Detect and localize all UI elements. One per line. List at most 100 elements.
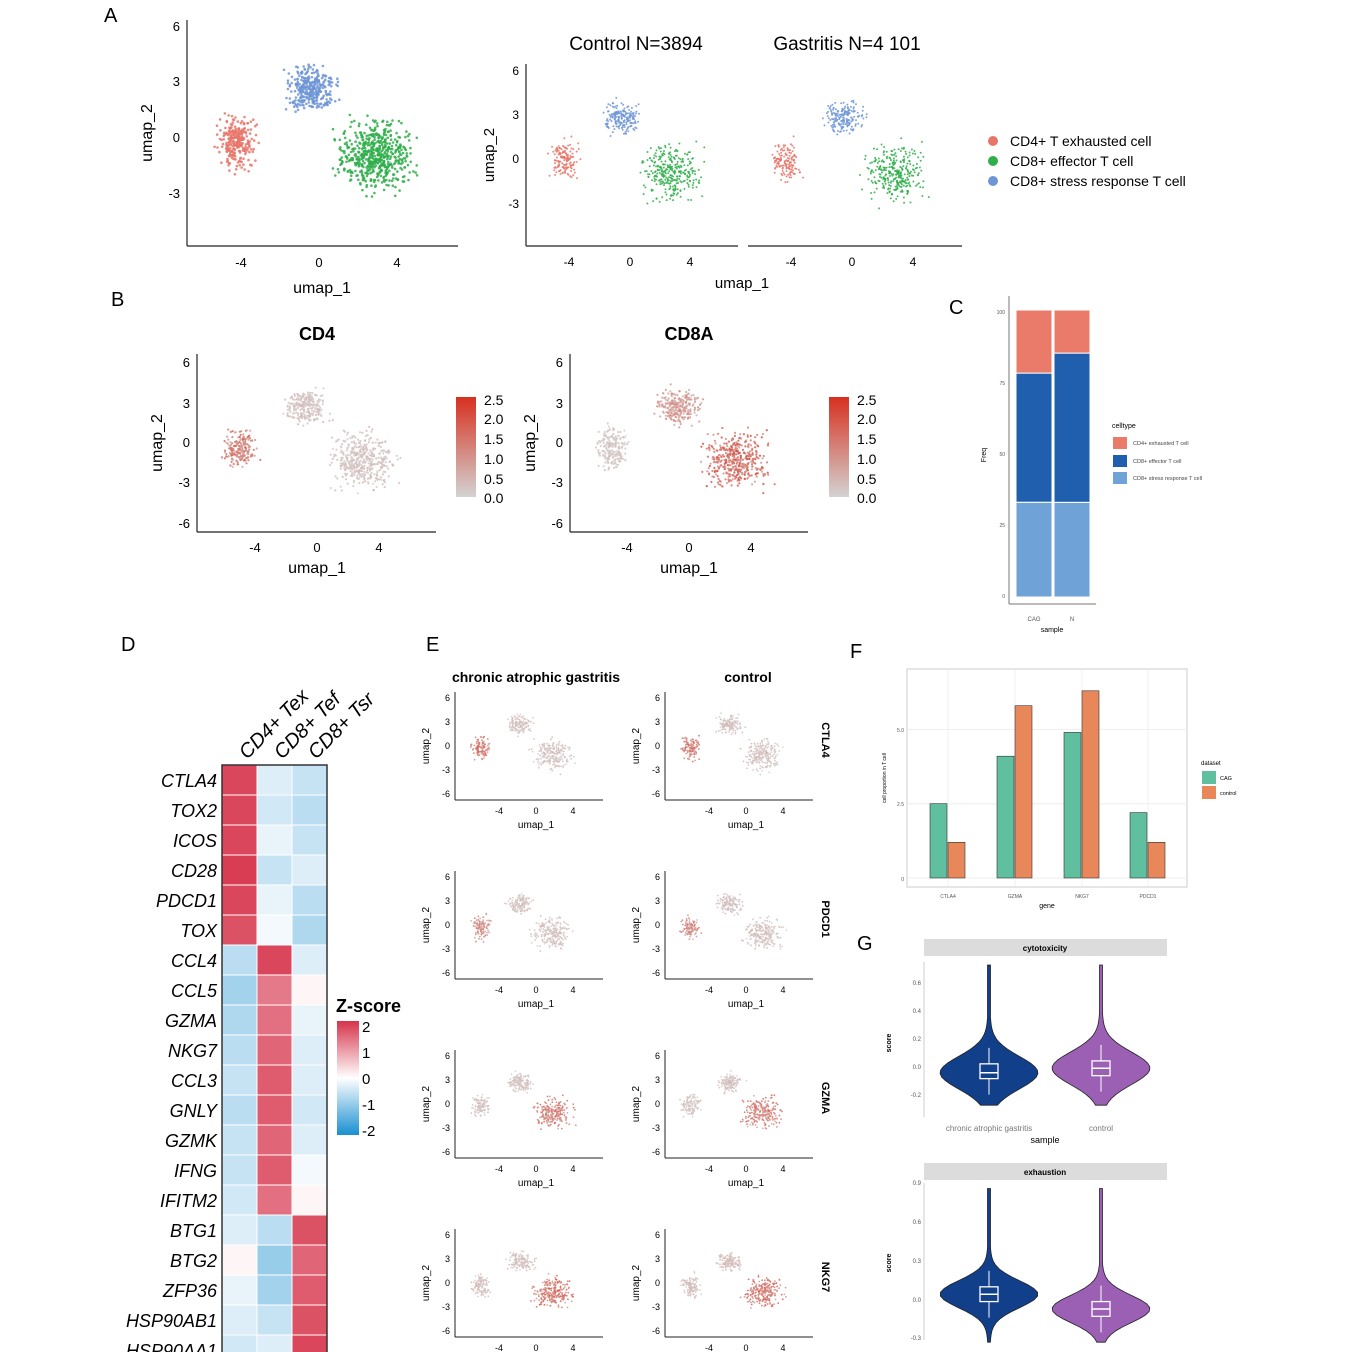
umap-point — [693, 406, 697, 409]
umap-point — [615, 96, 618, 99]
legend-title: Z-score — [336, 996, 401, 1016]
umap-point — [694, 759, 696, 762]
umap-point — [317, 408, 320, 412]
umap-point — [792, 158, 795, 161]
umap-point — [400, 158, 404, 161]
umap-point — [605, 125, 608, 128]
umap-point — [614, 105, 617, 108]
umap-point — [762, 473, 765, 476]
umap-point — [368, 136, 371, 140]
umap-point — [721, 426, 724, 430]
umap-point — [552, 745, 554, 747]
umap-point — [662, 163, 665, 166]
umap-point — [389, 150, 393, 154]
umap-point — [577, 142, 580, 145]
umap-point — [617, 434, 620, 437]
umap-point — [902, 180, 905, 183]
umap-point — [656, 172, 659, 175]
umap-point — [369, 178, 373, 181]
umap-point — [900, 182, 902, 184]
y-tick: 6 — [183, 355, 190, 370]
umap-point — [286, 87, 290, 91]
umap-point — [556, 149, 559, 152]
umap-point — [395, 159, 398, 162]
umap-point — [672, 188, 675, 190]
umap-point — [740, 444, 743, 447]
column-title: chronic atrophic gastritis — [452, 669, 620, 685]
umap-point — [403, 157, 407, 160]
umap-point — [692, 179, 695, 182]
umap-point — [235, 164, 239, 168]
umap-point — [674, 163, 677, 166]
umap-point — [727, 440, 731, 443]
umap-point — [625, 121, 628, 124]
umap-point — [614, 461, 617, 464]
umap-point — [549, 752, 551, 755]
umap-point — [792, 146, 795, 149]
umap-point — [630, 106, 633, 109]
umap-point — [225, 455, 228, 458]
umap-point — [687, 185, 690, 188]
umap-point — [245, 135, 248, 138]
umap-point — [372, 453, 375, 456]
umap-point — [723, 442, 726, 445]
umap-point — [865, 113, 868, 116]
umap-point — [565, 162, 568, 165]
umap-point — [785, 159, 788, 162]
umap-point — [746, 451, 750, 454]
umap-point — [296, 70, 299, 73]
umap-point — [827, 117, 830, 120]
umap-point — [238, 151, 242, 154]
umap-point — [686, 749, 689, 752]
umap-point — [346, 453, 349, 456]
umap-points-gastritis — [771, 99, 930, 210]
umap-point — [662, 152, 665, 155]
umap-point — [243, 115, 246, 119]
umap-point — [227, 438, 230, 441]
umap-point — [394, 149, 398, 152]
umap-point — [383, 481, 386, 484]
y-tick: 0 — [173, 130, 180, 145]
umap-point — [602, 442, 605, 445]
umap-point — [333, 455, 336, 458]
gastritis-title: Gastritis N=4 101 — [773, 34, 920, 55]
umap-point — [918, 166, 921, 169]
umap-point — [788, 151, 791, 154]
umap-point — [561, 162, 564, 165]
heatmap-row-label: HSP90AB1 — [126, 1311, 217, 1331]
umap-point — [642, 184, 645, 187]
heatmap-cell — [291, 1094, 328, 1126]
umap-point — [609, 135, 612, 137]
umap-point — [385, 166, 389, 169]
umap-point — [292, 405, 295, 408]
umap-point — [365, 194, 368, 198]
umap-point — [329, 464, 332, 467]
y-tick: 6 — [512, 64, 519, 78]
umap-point — [297, 398, 300, 402]
umap-point — [329, 487, 332, 490]
umap-point — [739, 437, 743, 440]
heatmap-row-label: IFITM2 — [160, 1191, 217, 1211]
umap-point — [379, 466, 382, 469]
umap-point — [249, 128, 253, 131]
umap-point — [329, 97, 332, 100]
umap-point — [741, 471, 744, 474]
umap-point — [331, 447, 334, 450]
umap-point — [553, 166, 556, 169]
umap-point — [758, 454, 762, 457]
umap-point — [651, 172, 654, 175]
umap-point — [739, 454, 742, 457]
umap-point — [615, 122, 618, 125]
umap-point — [539, 761, 542, 764]
umap-point — [689, 416, 692, 419]
umap-point — [380, 181, 384, 184]
umap-point — [624, 452, 627, 455]
umap-point — [327, 92, 331, 96]
umap-point — [712, 433, 715, 436]
umap-point — [226, 435, 229, 438]
y-tick: 3 — [556, 396, 563, 411]
umap-point — [627, 126, 630, 129]
umap-point — [573, 168, 576, 171]
umap-point — [780, 172, 783, 175]
umap-point — [655, 183, 658, 186]
